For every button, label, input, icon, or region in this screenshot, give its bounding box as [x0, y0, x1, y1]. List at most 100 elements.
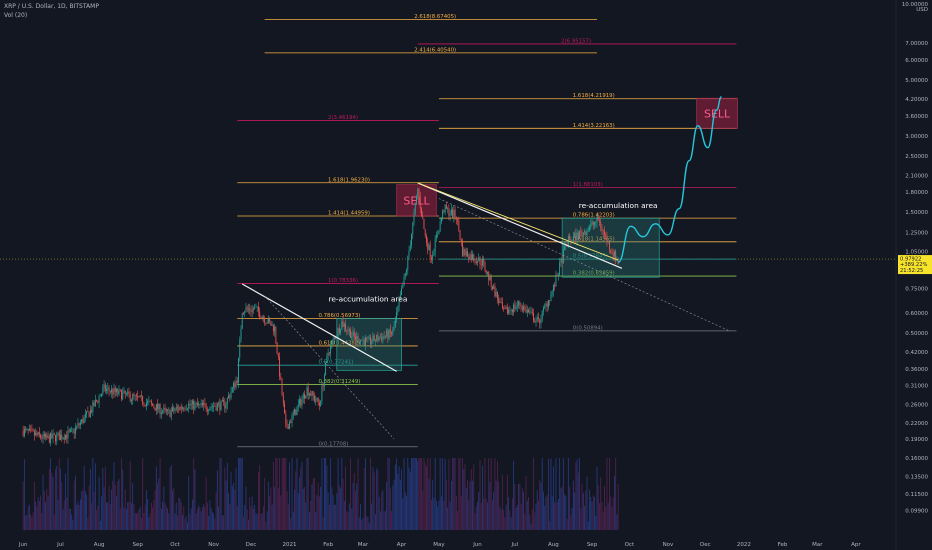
- volume-bar: [62, 509, 64, 530]
- candle-body: [189, 403, 191, 406]
- volume-bar: [321, 458, 323, 530]
- volume-bar: [347, 512, 349, 530]
- volume-bar: [122, 469, 124, 530]
- candle-body: [152, 403, 154, 406]
- fib-level-label: 1.414(1.44959): [328, 210, 370, 216]
- volume-bar: [607, 502, 609, 530]
- candle-body: [515, 307, 517, 309]
- candle-body: [560, 259, 562, 263]
- volume-bar: [469, 481, 471, 530]
- candle-body: [300, 399, 302, 406]
- volume-bar: [337, 458, 339, 530]
- volume-bar: [544, 505, 546, 530]
- volume-bar: [600, 477, 602, 530]
- candle-body: [538, 317, 539, 319]
- x-tick-label: Sep: [587, 542, 598, 548]
- candle-body: [404, 272, 406, 277]
- volume-indicator-label[interactable]: Vol (20): [4, 12, 28, 19]
- volume-bar: [30, 514, 32, 530]
- volume-bar: [478, 492, 480, 530]
- volume-bar: [393, 479, 395, 530]
- volume-bar: [297, 493, 299, 530]
- candle-body: [429, 244, 431, 258]
- candle-body: [144, 404, 146, 407]
- candle-body: [487, 271, 488, 274]
- volume-bar: [611, 506, 613, 530]
- volume-bar: [567, 458, 569, 530]
- volume-bar: [554, 502, 556, 530]
- candle-body: [595, 222, 597, 223]
- candle-body: [168, 409, 170, 411]
- candle-body: [318, 402, 320, 406]
- candle-body: [114, 387, 116, 392]
- candle-body: [62, 437, 64, 439]
- candle-body: [447, 208, 449, 209]
- candle-body: [213, 406, 215, 407]
- volume-bar: [505, 504, 507, 530]
- volume-bar: [490, 458, 492, 530]
- volume-bar: [587, 521, 589, 530]
- candle-body: [147, 401, 149, 403]
- volume-bar: [195, 513, 197, 530]
- volume-bar: [313, 477, 315, 530]
- chart-title: XRP / U.S. Dollar, 1D, BITSTAMP: [4, 3, 99, 10]
- candle-body: [23, 428, 25, 436]
- candle-body: [295, 409, 297, 416]
- volume-bar: [189, 513, 191, 530]
- volume-bar: [310, 501, 312, 530]
- volume-bar: [427, 458, 429, 530]
- candle-body: [387, 330, 389, 339]
- candle-body: [399, 295, 401, 300]
- candle-body: [549, 300, 551, 301]
- candle-body: [323, 375, 325, 387]
- candle-body: [135, 395, 137, 396]
- candle-body: [586, 230, 588, 236]
- volume-bar: [315, 512, 317, 530]
- volume-bar: [139, 506, 141, 530]
- volume-bar: [164, 503, 166, 530]
- volume-bar: [530, 523, 532, 530]
- volume-bar: [613, 475, 615, 530]
- volume-bar: [245, 486, 247, 530]
- volume-bar: [290, 517, 292, 530]
- candle-body: [500, 301, 502, 303]
- volume-bar: [43, 491, 45, 530]
- candle-body: [428, 244, 430, 250]
- volume-bar: [531, 509, 533, 530]
- candle-body: [533, 313, 534, 321]
- candle-body: [287, 426, 289, 429]
- candle-body: [257, 306, 259, 312]
- volume-bar: [306, 458, 308, 530]
- volume-bar: [40, 495, 42, 530]
- volume-bar: [374, 514, 376, 530]
- volume-bar: [551, 496, 553, 530]
- candle-body: [165, 408, 167, 411]
- volume-bar: [333, 504, 335, 530]
- volume-bar: [424, 462, 426, 530]
- volume-bar: [22, 481, 24, 530]
- volume-bar: [576, 459, 578, 530]
- candle-body: [596, 216, 598, 223]
- candle-body: [594, 222, 595, 225]
- candle-body: [83, 417, 85, 424]
- volume-bar: [325, 458, 327, 530]
- volume-bar: [42, 474, 44, 530]
- y-tick-label: 0.26000: [905, 403, 928, 409]
- candle-body: [101, 393, 103, 396]
- candle-body: [313, 395, 315, 401]
- candle-body: [280, 376, 282, 380]
- candle-body: [57, 432, 59, 435]
- volume-bar: [577, 472, 579, 530]
- x-tick-label: 2021: [283, 542, 297, 548]
- candle-body: [203, 403, 205, 406]
- candle-body: [71, 429, 73, 431]
- candle-body: [66, 434, 68, 439]
- volume-bar: [453, 458, 455, 530]
- candle-body: [122, 392, 124, 400]
- candle-body: [302, 394, 304, 399]
- candle-body: [107, 387, 109, 389]
- volume-bar: [500, 509, 502, 530]
- fib-level-label: 2.414(6.40540): [414, 47, 456, 53]
- candle-body: [419, 196, 421, 208]
